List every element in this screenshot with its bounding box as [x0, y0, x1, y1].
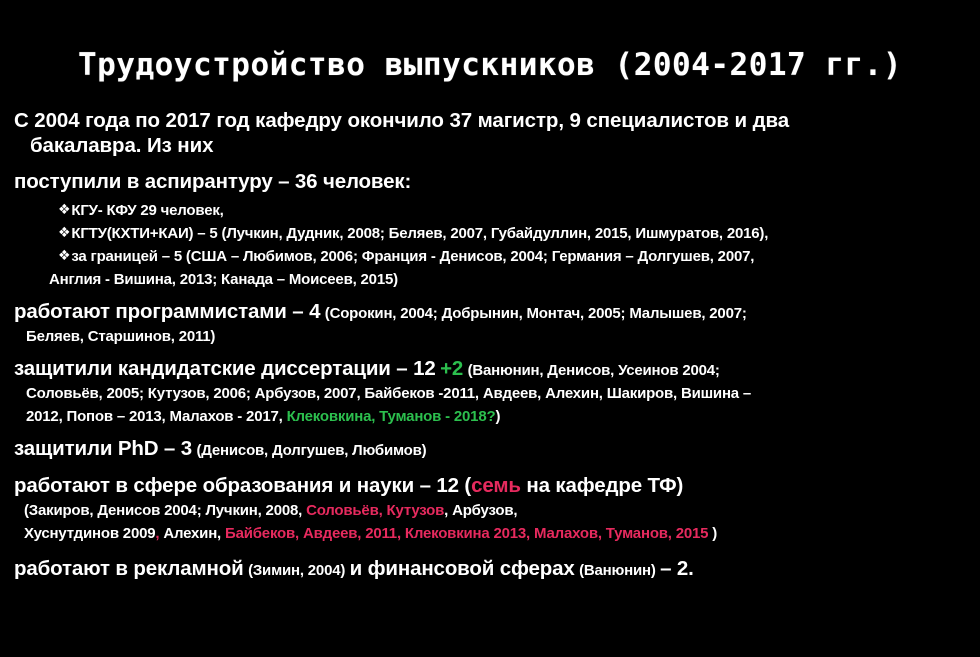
programmers-detail-line-2: Беляев, Старшинов, 2011)	[26, 328, 216, 345]
phd-heading: защитили PhD – 3	[14, 437, 192, 460]
programmers-block: работают программистами – 4 (Сорокин, 20…	[14, 298, 966, 348]
postgrad-bullet-3-text-cont: Англия - Вишина, 2013; Канада – Моисеев,…	[49, 271, 398, 288]
postgrad-bullet-1-text: КГУ- КФУ 29 человек,	[71, 202, 224, 219]
education-science-detail-line-2: (Закиров, Денисов 2004; Лучкин, 2008, Со…	[14, 499, 966, 522]
education-science-heading-part-a: работают в сфере образования и науки – 1…	[14, 474, 472, 497]
postgrad-bullet-3-text: за границей – 5 (США – Любимов, 2006; Фр…	[71, 248, 755, 265]
list-item: ❖за границей – 5 (США – Любимов, 2006; Ф…	[49, 245, 966, 291]
list-item: ❖КГУ- КФУ 29 человек,	[58, 199, 966, 222]
programmers-detail-line-1: (Сорокин, 2004; Добрынин, Монтач, 2005; …	[324, 305, 747, 322]
education-science-heading-pink: семь	[471, 474, 521, 497]
edu-line3-white-c: )	[712, 525, 718, 542]
diamond-bullet-icon: ❖	[58, 201, 71, 217]
spacer	[14, 428, 966, 435]
advertising-finance-block: работают в рекламной (Зимин, 2004) и фин…	[14, 555, 966, 582]
edu-line3-pink-a: ,	[155, 525, 160, 542]
spacer	[14, 158, 966, 168]
candidate-degrees-line3-white-a: 2012, Попов – 2013, Малахов - 2017,	[26, 408, 283, 425]
edu-line2-white-a: (Закиров, Денисов 2004; Лучкин, 2008,	[24, 502, 303, 519]
candidate-degrees-detail-line-2: Соловьёв, 2005; Кутузов, 2006; Арбузов, …	[26, 385, 752, 402]
candidate-degrees-heading: защитили кандидатские диссертации – 12	[14, 357, 436, 380]
intro-line-1: С 2004 года по 2017 год кафедру окончило…	[14, 109, 790, 132]
edu-line3-white-a: Хуснутдинов 2009	[24, 525, 156, 542]
programmers-heading: работают программистами – 4	[14, 300, 321, 323]
education-science-detail-line-3: Хуснутдинов 2009, Алехин, Байбеков, Авде…	[14, 522, 966, 545]
candidate-degrees-line3-white-b: )	[495, 408, 501, 425]
candidate-degrees-detail-line-3: 2012, Попов – 2013, Малахов - 2017, Клек…	[14, 405, 966, 428]
candidate-degrees-block: защитили кандидатские диссертации – 12 +…	[14, 355, 966, 428]
candidate-degrees-line3-green: Клековкина, Туманов - 2018?	[286, 408, 496, 425]
advertising-finance-part-4: (Ванюнин)	[579, 562, 656, 579]
advertising-finance-part-2: (Зимин, 2004)	[248, 562, 346, 579]
advertising-finance-part-3: и финансовой сферах	[349, 557, 575, 580]
spacer	[14, 348, 966, 355]
advertising-finance-part-5: – 2.	[660, 557, 694, 580]
candidate-degrees-heading-extra: +2	[440, 357, 464, 380]
slide-title: Трудоустройство выпускников (2004-2017 г…	[77, 47, 903, 83]
phd-block: защитили PhD – 3 (Денисов, Долгушев, Люб…	[14, 435, 966, 462]
edu-line2-white-b: , Арбузов,	[444, 502, 518, 519]
education-science-heading: работают в сфере образования и науки – 1…	[14, 474, 683, 497]
list-item: ❖КГТУ(КХТИ+КАИ) – 5 (Лучкин, Дудник, 200…	[58, 222, 966, 245]
diamond-bullet-icon: ❖	[58, 247, 71, 263]
candidate-degrees-detail-line-1: (Ванюнин, Денисов, Усеинов 2004;	[467, 362, 720, 379]
postgrad-bullet-2-text: КГТУ(КХТИ+КАИ) – 5 (Лучкин, Дудник, 2008…	[71, 225, 769, 242]
phd-detail: (Денисов, Долгушев, Любимов)	[196, 442, 427, 459]
intro-line-2: бакалавра. Из них	[30, 134, 214, 157]
spacer	[14, 291, 966, 298]
edu-line3-white-b: Алехин,	[159, 525, 222, 542]
education-science-heading-part-b: на кафедре ТФ)	[520, 474, 684, 497]
diamond-bullet-icon: ❖	[58, 224, 71, 240]
spacer	[14, 545, 966, 555]
edu-line3-pink-b: Байбеков, Авдеев, 2011, Клековкина 2013,…	[225, 525, 709, 542]
edu-line2-pink: Соловьёв, Кутузов	[306, 502, 445, 519]
postgrad-bullet-list: ❖КГУ- КФУ 29 человек, ❖КГТУ(КХТИ+КАИ) – …	[14, 199, 966, 291]
education-science-block: работают в сфере образования и науки – 1…	[14, 472, 966, 545]
slide-body: С 2004 года по 2017 год кафедру окончило…	[14, 108, 966, 582]
intro-paragraph: С 2004 года по 2017 год кафедру окончило…	[14, 108, 966, 158]
advertising-finance-part-1: работают в рекламной	[14, 557, 244, 580]
postgrad-heading: поступили в аспирантуру – 36 человек:	[14, 170, 412, 193]
spacer	[14, 462, 966, 472]
